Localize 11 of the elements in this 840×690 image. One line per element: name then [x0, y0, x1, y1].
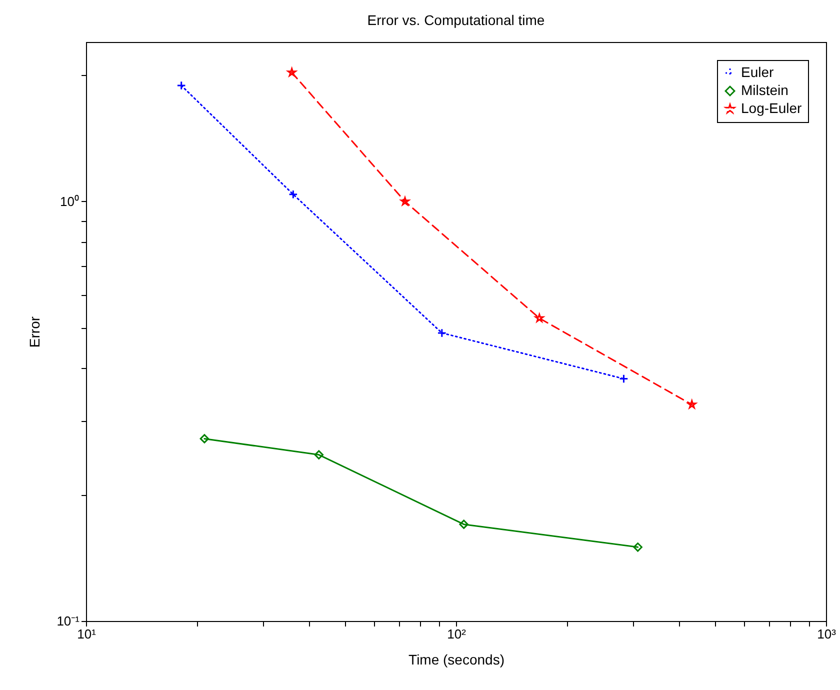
x-tick-label: 10¹	[77, 626, 97, 642]
y-axis-title: Error	[26, 316, 43, 348]
chart-title: Error vs. Computational time	[367, 12, 545, 28]
legend-label: Milstein	[741, 82, 788, 98]
legend-label: Log-Euler	[741, 100, 802, 116]
y-tick-label: 10⁻¹	[56, 614, 80, 628]
legend-label: Euler	[741, 64, 774, 80]
x-tick-label: 10²	[447, 626, 467, 642]
y-tick-label: 10⁰	[60, 194, 80, 209]
x-tick-label: 10³	[817, 626, 837, 642]
x-axis-title: Time (seconds)	[408, 652, 504, 668]
